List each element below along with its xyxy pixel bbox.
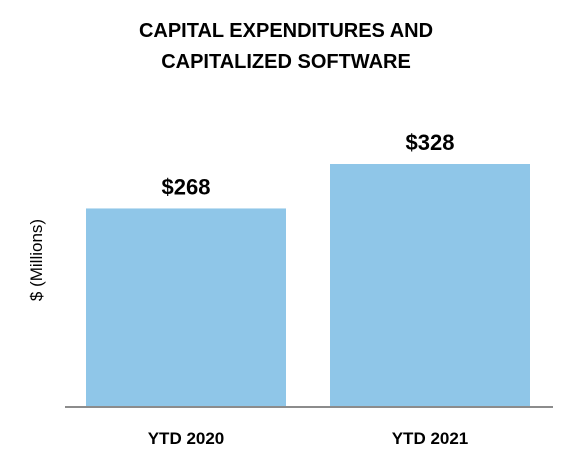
y-axis-label: $ (Millions) (27, 219, 46, 301)
data-label: $328 (406, 130, 455, 155)
data-label: $268 (162, 174, 211, 199)
bar-ytd-2021 (330, 164, 530, 407)
x-tick-labels-layer: YTD 2020 YTD 2021 (148, 429, 469, 448)
x-tick-label: YTD 2020 (148, 429, 225, 448)
bars-layer (86, 164, 530, 407)
chart-title-line-2: CAPITALIZED SOFTWARE (161, 51, 411, 73)
data-labels-layer: $268 $328 (162, 130, 455, 199)
x-tick-label: YTD 2021 (392, 429, 469, 448)
bar-ytd-2020 (86, 208, 286, 407)
chart-title-line-1: CAPITAL EXPENDITURES AND (139, 20, 433, 42)
chart-title: CAPITAL EXPENDITURES AND CAPITALIZED SOF… (139, 20, 433, 73)
